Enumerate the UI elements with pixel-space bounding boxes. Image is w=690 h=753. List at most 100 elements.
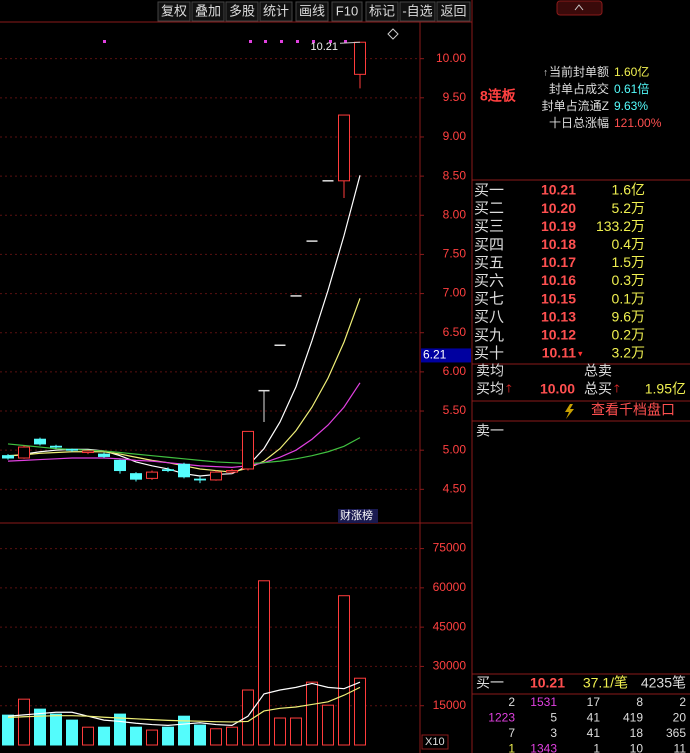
volume-bar xyxy=(162,726,174,746)
cursor-label: 6.21 xyxy=(423,348,447,362)
collapse-tab[interactable] xyxy=(556,0,603,16)
y-tick-label: 9.00 xyxy=(443,129,467,143)
price-annotation: 10.21 xyxy=(310,41,338,53)
y-tick-label: 5.50 xyxy=(443,403,467,417)
buy-total-value: 1.95亿 xyxy=(645,381,686,397)
bid-volume: 133.2万 xyxy=(596,218,645,234)
y-tick-label: 9.50 xyxy=(443,90,467,104)
bid-label: 买四 xyxy=(474,236,504,253)
candle-body xyxy=(130,473,142,480)
collapse-icon xyxy=(574,4,584,11)
toolbar-button[interactable] xyxy=(436,1,471,22)
bid-label: 买五 xyxy=(474,254,504,271)
bid-volume: 0.3万 xyxy=(612,272,645,288)
bid-volume: 0.4万 xyxy=(612,236,645,252)
stat-label: 封单占流通Z xyxy=(542,98,609,113)
volume-bar xyxy=(66,719,78,746)
trade-orders: 4235笔 xyxy=(641,675,686,691)
scale-box xyxy=(421,734,449,750)
buy-avg-label: 买均 xyxy=(476,381,504,397)
stat-value: 9.63% xyxy=(614,99,648,113)
queue-cell: 1343 xyxy=(530,742,557,753)
bid-volume: 9.6万 xyxy=(612,308,645,324)
bid-price: 10.20 xyxy=(541,200,576,216)
toolbar-button[interactable] xyxy=(399,1,436,22)
queue-cell: 2 xyxy=(679,695,686,709)
toolbar-label: F10 xyxy=(336,3,358,18)
bid-label: 买六 xyxy=(474,272,504,289)
toolbar-button[interactable] xyxy=(157,1,191,22)
average-line xyxy=(7,681,361,726)
volume-bar xyxy=(18,698,30,746)
y-tick-label: 45000 xyxy=(433,619,467,633)
volume-bar xyxy=(178,715,190,746)
buy-avg-value: 10.00 xyxy=(540,381,575,397)
candle-body xyxy=(146,471,158,479)
toolbar-label: 标记 xyxy=(369,3,395,18)
queue-cell: 1531 xyxy=(530,695,557,709)
queue-cell: 41 xyxy=(587,726,601,740)
bid-volume: 1.6亿 xyxy=(612,182,645,198)
queue-cell: 7 xyxy=(508,726,515,740)
volume-bar xyxy=(50,713,62,746)
queue-cell: 2 xyxy=(508,695,515,709)
bid-volume: 0.1万 xyxy=(612,290,645,306)
queue-cell: 20 xyxy=(673,711,687,725)
stat-label: 十日总涨幅 xyxy=(549,115,609,130)
toolbar-button[interactable] xyxy=(259,1,293,22)
trade-price: 10.21 xyxy=(530,675,565,691)
candle-body xyxy=(226,470,238,473)
signal-dots xyxy=(103,40,347,43)
scale-label: X10 xyxy=(425,736,445,748)
diamond-icon[interactable] xyxy=(387,28,399,40)
candle-body xyxy=(354,41,366,75)
toolbar-label: -自选 xyxy=(402,3,432,18)
stat-value: 121.00% xyxy=(614,116,662,130)
down-arrow: ▾ xyxy=(578,348,583,358)
bid-label: 买九 xyxy=(474,327,504,344)
bid-label: 买二 xyxy=(474,200,504,217)
bid-label: 买七 xyxy=(474,291,504,308)
toolbar-label: 复权 xyxy=(161,3,187,18)
queue-cell: 1223 xyxy=(488,711,515,725)
candle-body xyxy=(50,445,62,448)
price-pointer xyxy=(339,41,361,44)
volume-bar xyxy=(242,689,254,746)
stat-label: 当前封单额 xyxy=(549,64,609,79)
toolbar-button[interactable] xyxy=(331,1,363,22)
volume-bar xyxy=(354,677,366,746)
y-tick-label: 5.00 xyxy=(443,442,467,456)
sell-total-label: 总卖 xyxy=(584,363,612,379)
bid-volume: 3.2万 xyxy=(612,345,645,361)
bid-price: 10.16 xyxy=(541,272,576,288)
up-arrow: 🡑 xyxy=(506,383,512,395)
marker-icon: ↑ xyxy=(543,68,548,79)
volume-bar xyxy=(306,681,318,746)
average-line xyxy=(7,686,361,723)
y-tick-label: 7.00 xyxy=(443,286,467,300)
bid-price: 10.19 xyxy=(541,218,576,234)
queue-cell: 1 xyxy=(508,742,515,753)
bid-price: 10.13 xyxy=(541,308,576,324)
toolbar-button[interactable] xyxy=(365,1,399,22)
candle-body xyxy=(210,471,222,481)
y-tick-label: 30000 xyxy=(433,659,467,673)
volume-bar xyxy=(226,726,238,746)
toolbar-label: 统计 xyxy=(263,3,289,18)
queue-cell: 18 xyxy=(630,726,644,740)
candle-body xyxy=(82,450,94,454)
candle-body xyxy=(178,463,190,478)
volume-bar xyxy=(322,704,334,746)
bid-label: 买十 xyxy=(474,345,504,362)
toolbar-button[interactable] xyxy=(295,1,329,22)
y-tick-label: 6.50 xyxy=(443,325,467,339)
volume-bar xyxy=(210,728,222,746)
volume-bar xyxy=(82,726,94,746)
badge-label[interactable]: 财涨榜 xyxy=(340,508,373,522)
toolbar-label: 多股 xyxy=(229,3,255,18)
sell-avg-label: 卖均 xyxy=(476,363,504,379)
toolbar-label: 画线 xyxy=(299,3,325,18)
toolbar-button[interactable] xyxy=(225,1,259,22)
order-book-link[interactable]: 查看千档盘口 xyxy=(591,402,675,418)
toolbar-button[interactable] xyxy=(191,1,225,22)
